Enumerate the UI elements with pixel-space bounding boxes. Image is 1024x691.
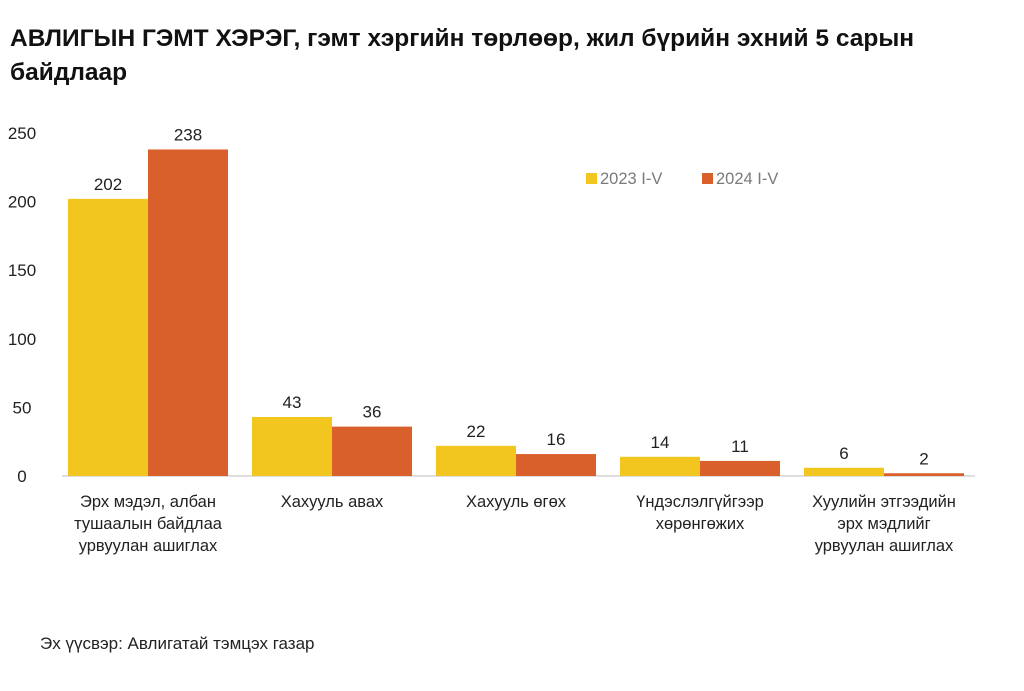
data-label: 43 [283, 393, 302, 412]
legend-swatch [586, 173, 597, 184]
x-tick-label: эрх мэдлийг [837, 515, 930, 533]
x-tick-label: урвуулан ашиглах [815, 537, 954, 555]
data-label: 2 [919, 449, 928, 468]
source-note: Эх үүсвэр: Авлигатай тэмцэх газар [40, 634, 315, 653]
data-label: 36 [363, 403, 382, 422]
y-tick-label: 200 [8, 193, 36, 212]
data-label: 16 [547, 430, 566, 449]
bar-2023-i-v [436, 445, 516, 476]
x-tick-label: Хуулийн этгээдийн [812, 493, 956, 511]
bar-2023-i-v [252, 417, 332, 476]
x-tick-label: урвуулан ашиглах [79, 537, 218, 555]
bar-2023-i-v [804, 467, 884, 476]
data-label: 14 [651, 433, 670, 452]
y-tick-label: 50 [13, 398, 32, 417]
x-tick-label: Эрх мэдэл, албан [80, 493, 216, 511]
bar-chart: 0 50 100 150 200 250 202 238 Эрх мэдэл, албан туш… [8, 124, 975, 555]
bar-2024-i-v [516, 454, 596, 476]
x-tick-label: Хахууль авах [281, 493, 384, 511]
bar-2024-i-v [148, 149, 228, 477]
y-tick-label: 0 [17, 467, 26, 486]
y-tick-label: 100 [8, 330, 36, 349]
x-tick-label: тушаалын байдлаа [74, 515, 223, 533]
legend-swatch [702, 173, 713, 184]
chart-title: АВЛИГЫН ГЭМТ ХЭРЭГ, гэмт хэргийн төрлөөр… [10, 25, 915, 86]
data-label: 6 [839, 444, 848, 463]
data-label: 22 [467, 422, 486, 441]
bar-2024-i-v [700, 460, 780, 476]
bar-2023-i-v [620, 456, 700, 476]
y-tick-label: 250 [8, 124, 36, 143]
data-label: 238 [174, 125, 202, 144]
bar-2023-i-v [68, 198, 148, 476]
legend-label: 2024 I-V [716, 170, 778, 188]
x-tick-label: хөрөнгөжих [656, 515, 745, 533]
x-tick-label: Хахууль өгөх [466, 493, 567, 511]
data-label: 202 [94, 175, 122, 194]
y-tick-label: 150 [8, 261, 36, 280]
x-tick-label: Үндэслэлгүйгээр [636, 493, 764, 511]
bar-2024-i-v [332, 426, 412, 476]
legend-label: 2023 I-V [600, 170, 662, 188]
bar-2024-i-v [884, 473, 964, 476]
data-label: 11 [731, 437, 749, 456]
